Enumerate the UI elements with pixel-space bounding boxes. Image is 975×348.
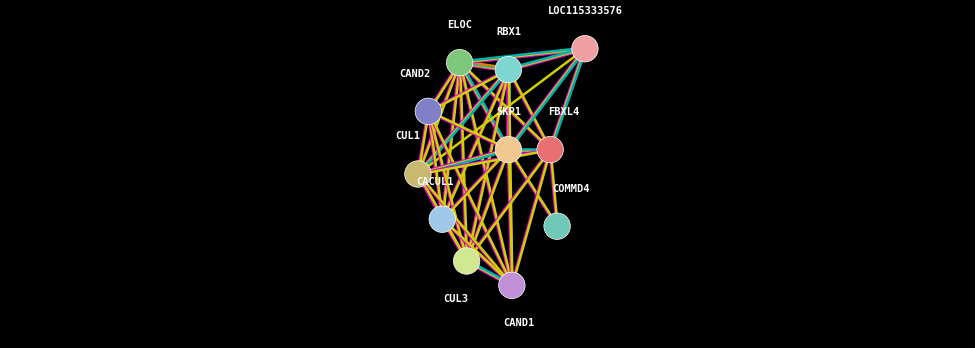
Circle shape: [429, 206, 455, 232]
Text: CUL3: CUL3: [444, 294, 469, 303]
Circle shape: [537, 136, 564, 163]
Circle shape: [495, 136, 522, 163]
Circle shape: [415, 98, 442, 125]
Text: ELOC: ELOC: [448, 20, 472, 30]
Circle shape: [544, 213, 570, 239]
Text: FBXL4: FBXL4: [548, 107, 580, 117]
Circle shape: [405, 161, 431, 187]
Text: SKP1: SKP1: [496, 107, 521, 117]
Text: CUL1: CUL1: [395, 132, 420, 141]
Text: RBX1: RBX1: [496, 27, 521, 37]
Circle shape: [453, 248, 480, 274]
Text: CACUL1: CACUL1: [416, 177, 454, 187]
Text: CAND2: CAND2: [399, 69, 430, 79]
Text: LOC115333576: LOC115333576: [547, 6, 622, 16]
Text: COMMD4: COMMD4: [552, 184, 590, 193]
Circle shape: [571, 35, 599, 62]
Circle shape: [447, 49, 473, 76]
Circle shape: [498, 272, 526, 299]
Circle shape: [495, 56, 522, 83]
Text: CAND1: CAND1: [503, 318, 534, 328]
